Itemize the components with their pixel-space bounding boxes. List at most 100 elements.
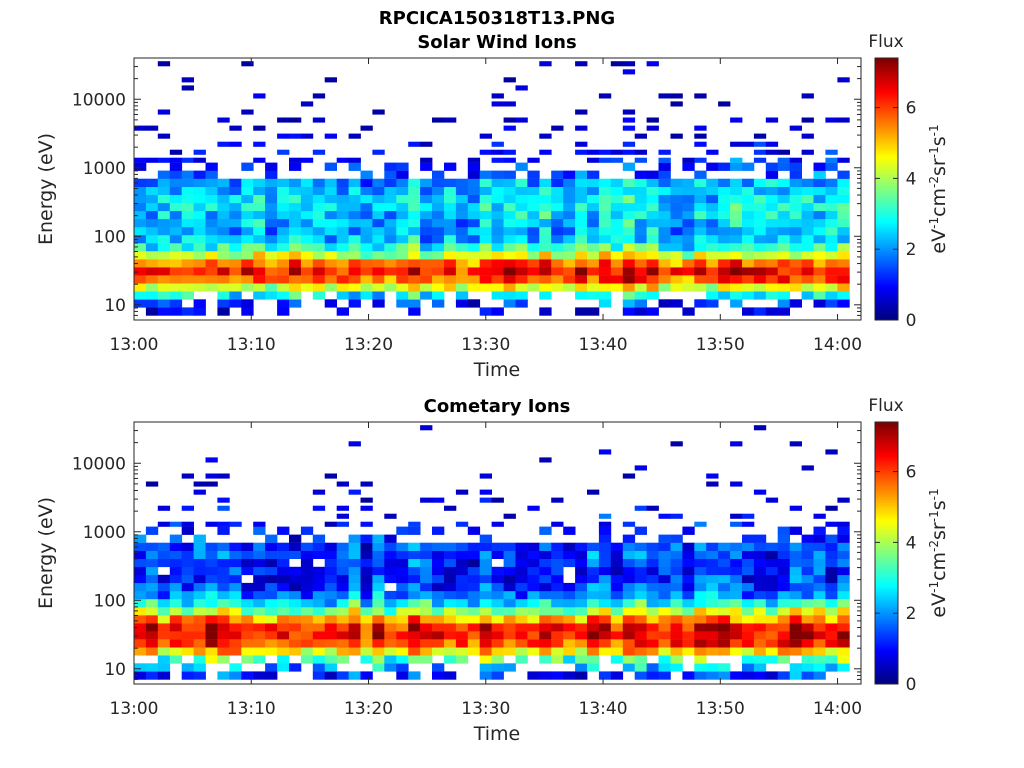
heatmap-cell bbox=[575, 149, 588, 155]
heatmap-cell bbox=[801, 283, 814, 292]
heatmap-cell bbox=[813, 663, 826, 672]
heatmap-cell bbox=[157, 582, 171, 592]
heatmap-cell bbox=[587, 194, 600, 204]
heatmap-cell bbox=[444, 194, 457, 204]
heatmap-cell bbox=[515, 631, 528, 640]
heatmap-cell bbox=[742, 521, 755, 527]
heatmap-cell bbox=[706, 590, 719, 600]
colorbar-segment bbox=[875, 311, 898, 315]
heatmap-cell bbox=[384, 599, 397, 608]
heatmap-cell bbox=[682, 235, 695, 244]
heatmap-cell bbox=[277, 590, 290, 600]
colorbar-segment bbox=[875, 619, 898, 623]
heatmap-cell bbox=[479, 607, 492, 616]
heatmap-cell bbox=[348, 162, 361, 171]
heatmap-cell bbox=[479, 194, 492, 204]
heatmap-cell bbox=[241, 202, 254, 212]
heatmap-cell bbox=[229, 623, 242, 632]
colorbar-segment bbox=[875, 291, 898, 295]
colorbar-segment bbox=[875, 657, 898, 661]
heatmap-cell bbox=[396, 194, 409, 204]
heatmap-cell bbox=[634, 566, 647, 576]
heatmap-cell bbox=[670, 299, 683, 308]
heatmap-cell bbox=[277, 226, 290, 236]
heatmap-cell bbox=[408, 267, 421, 276]
colorbar-segment bbox=[875, 211, 898, 214]
heatmap-cell bbox=[444, 671, 457, 680]
heatmap-cell bbox=[730, 521, 743, 527]
heatmap-cell bbox=[205, 542, 218, 551]
heatmap-cell bbox=[658, 623, 671, 632]
heatmap-cell bbox=[658, 607, 671, 616]
heatmap-cell bbox=[181, 77, 194, 83]
heatmap-cell bbox=[622, 607, 636, 616]
heatmap-cell bbox=[837, 170, 850, 179]
heatmap-cell bbox=[491, 574, 504, 584]
colorbar-segment bbox=[875, 553, 898, 556]
heatmap-cell bbox=[193, 235, 206, 244]
heatmap-cell bbox=[587, 226, 600, 236]
heatmap-cell bbox=[205, 558, 218, 568]
heatmap-cell bbox=[253, 267, 266, 276]
heatmap-cell bbox=[813, 178, 826, 187]
heatmap-cell bbox=[825, 226, 838, 236]
heatmap-cell bbox=[551, 125, 564, 131]
heatmap-cell bbox=[634, 235, 647, 244]
heatmap-cell bbox=[277, 275, 290, 284]
heatmap-cell bbox=[205, 481, 218, 487]
heatmap-cell bbox=[610, 275, 624, 284]
heatmap-cell bbox=[253, 157, 266, 163]
heatmap-cell bbox=[587, 218, 600, 228]
heatmap-cell bbox=[265, 639, 278, 648]
heatmap-cell bbox=[527, 210, 540, 220]
heatmap-cell bbox=[432, 497, 445, 503]
heatmap-cell bbox=[551, 671, 564, 680]
heatmap-cell bbox=[622, 251, 636, 260]
heatmap-cell bbox=[229, 607, 242, 616]
heatmap-cell bbox=[145, 590, 159, 600]
heatmap-cell bbox=[265, 259, 278, 268]
heatmap-cell bbox=[515, 267, 528, 276]
heatmap-cell bbox=[694, 542, 707, 551]
heatmap-cell bbox=[360, 623, 373, 632]
heatmap-cell bbox=[241, 566, 254, 576]
heatmap-cell bbox=[563, 526, 576, 535]
heatmap-cell bbox=[253, 178, 266, 187]
heatmap-cell bbox=[467, 615, 481, 624]
colorbar-segment bbox=[875, 538, 898, 542]
heatmap-cell bbox=[145, 566, 159, 576]
heatmap-cell bbox=[324, 647, 337, 656]
heatmap-cell bbox=[718, 582, 731, 592]
heatmap-cell bbox=[515, 607, 528, 616]
heatmap-cell bbox=[658, 226, 671, 236]
heatmap-cell bbox=[455, 542, 469, 551]
heatmap-cell bbox=[229, 125, 242, 131]
heatmap-cell bbox=[837, 157, 850, 163]
heatmap-cell bbox=[837, 639, 850, 648]
colorbar-segment bbox=[875, 456, 898, 459]
heatmap-cell bbox=[777, 655, 790, 664]
heatmap-cell bbox=[670, 133, 683, 139]
heatmap-cell bbox=[277, 655, 290, 664]
heatmap-cell bbox=[503, 566, 516, 576]
colorbar-segment bbox=[875, 546, 898, 550]
heatmap-cell bbox=[300, 566, 314, 576]
heatmap-cell bbox=[730, 226, 743, 236]
heatmap-cell bbox=[253, 259, 266, 268]
heatmap-cell bbox=[324, 275, 337, 284]
heatmap-cell bbox=[789, 202, 802, 212]
heatmap-cell bbox=[384, 251, 397, 260]
heatmap-cell bbox=[217, 607, 230, 616]
heatmap-cell bbox=[658, 178, 671, 187]
colorbar-segment bbox=[875, 498, 898, 502]
heatmap-cell bbox=[420, 283, 433, 292]
heatmap-cell bbox=[801, 574, 814, 584]
colorbar-segment bbox=[875, 247, 898, 250]
heatmap-cell bbox=[134, 590, 147, 600]
heatmap-cell bbox=[539, 647, 552, 656]
heatmap-cell bbox=[527, 623, 540, 632]
heatmap-cell bbox=[205, 170, 218, 179]
heatmap-cell bbox=[646, 663, 659, 672]
heatmap-cell bbox=[360, 251, 373, 260]
heatmap-cell bbox=[610, 251, 624, 260]
